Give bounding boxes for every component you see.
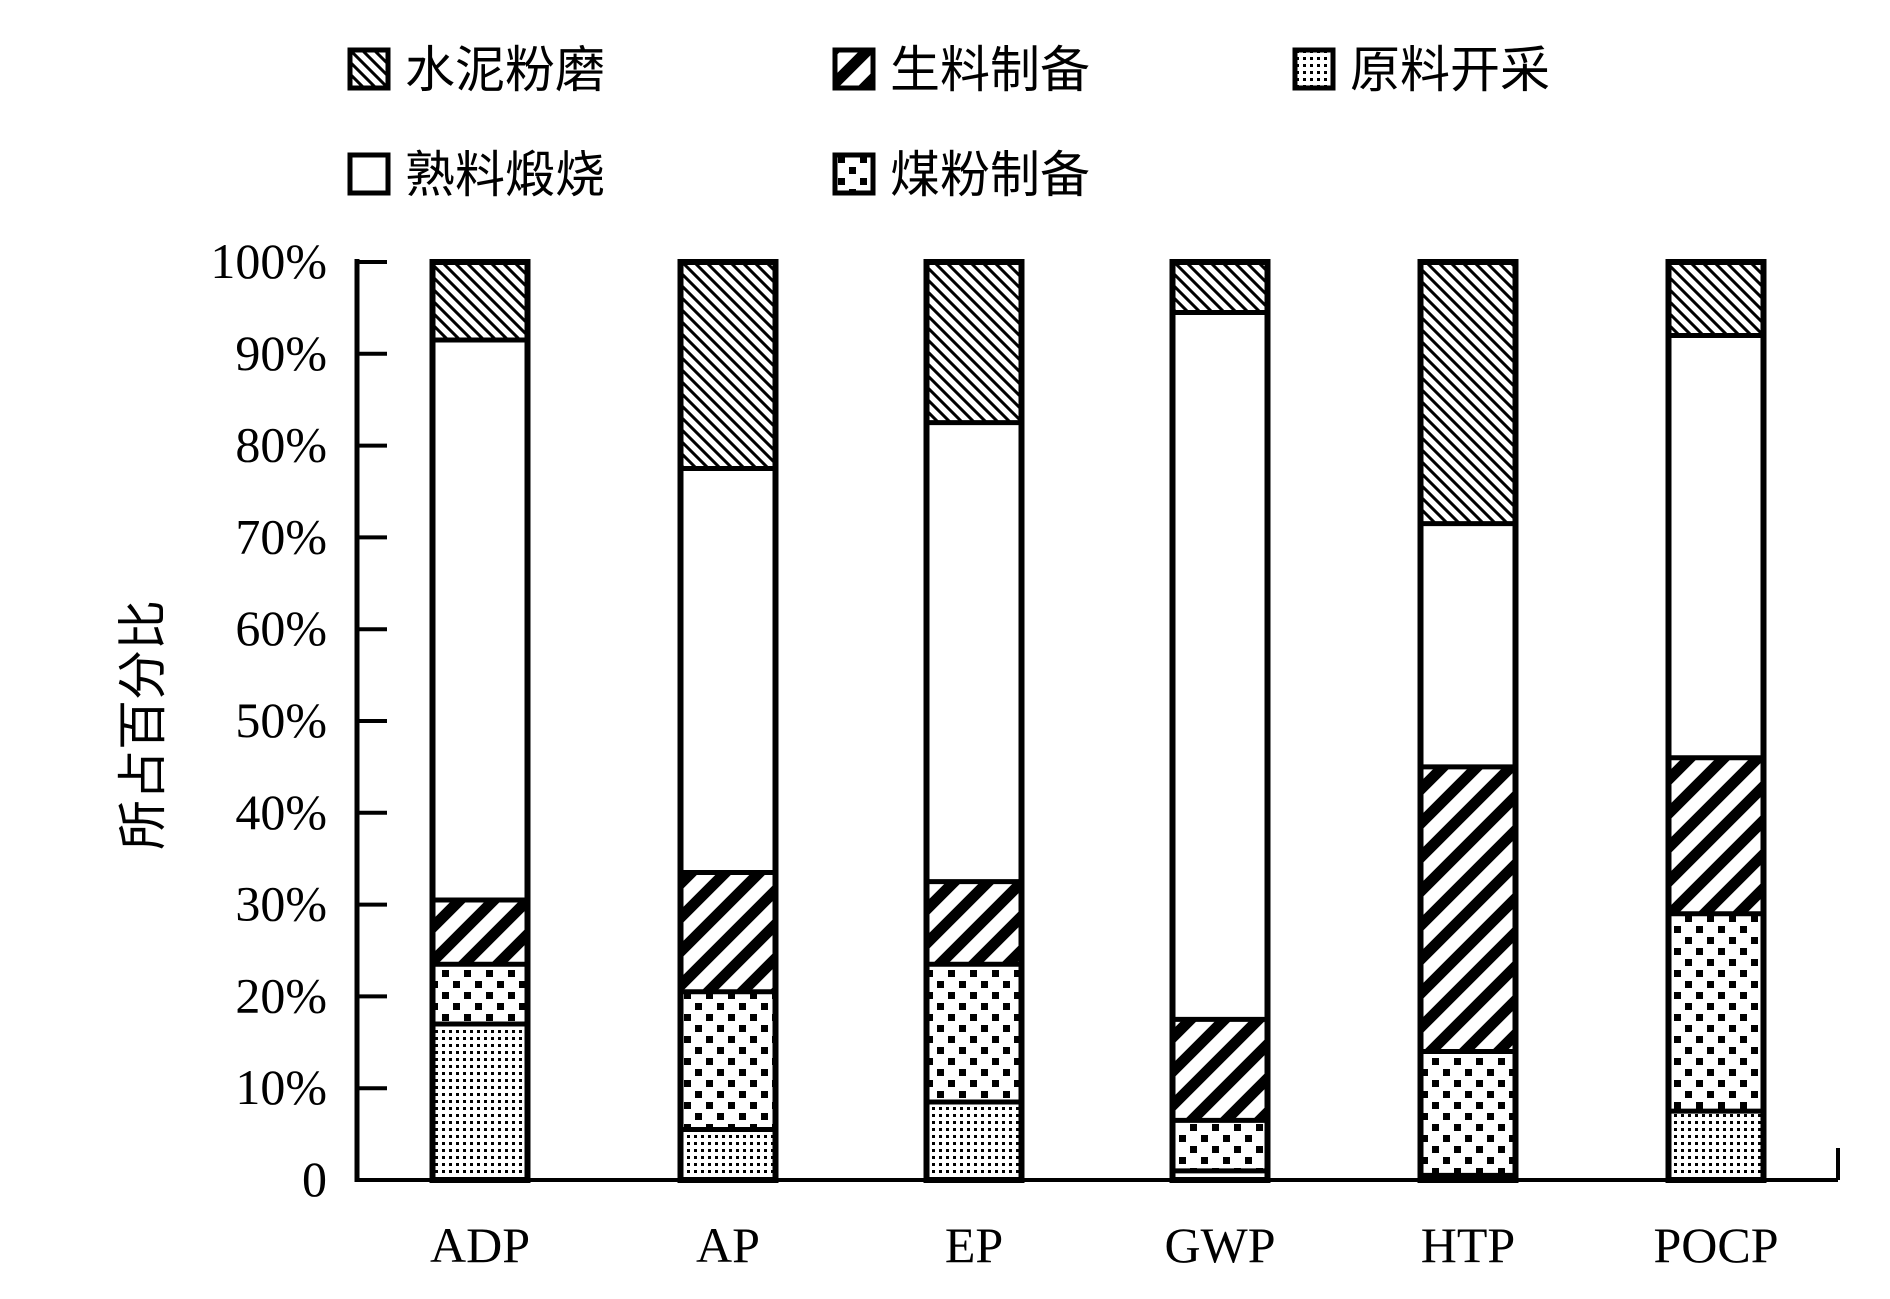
- x-ticks: ADP AP EP GWP HTP POCP: [430, 1217, 1779, 1273]
- bar-segment: [1420, 1051, 1516, 1176]
- bar-stack-ep: [923, 259, 1025, 1183]
- legend-swatch: [832, 47, 876, 91]
- bar-segment: [1172, 1019, 1268, 1121]
- bar-segment: [1668, 913, 1764, 1112]
- legend-swatch: [347, 152, 391, 196]
- bar-segment: [680, 991, 776, 1130]
- bar-segment: [680, 872, 776, 992]
- y-tick-label: 70%: [235, 508, 327, 564]
- bar-segment: [1668, 757, 1764, 914]
- legend-item: 水泥粉磨: [347, 41, 605, 99]
- bar-stack-gwp: [1169, 259, 1271, 1183]
- legend-item: 原料开采: [1292, 41, 1550, 99]
- bar-segment: [926, 422, 1022, 882]
- bar-segment: [680, 262, 776, 469]
- bar-segment: [432, 964, 528, 1024]
- bar-segment: [432, 262, 528, 341]
- legend-item: 煤粉制备: [832, 146, 1090, 204]
- legend-label: 煤粉制备: [890, 146, 1090, 204]
- y-tick-label: 60%: [235, 600, 327, 656]
- bar-segment: [1668, 335, 1764, 758]
- bar-segment: [1420, 766, 1516, 1052]
- bar-segment: [680, 468, 776, 873]
- legend-swatch: [832, 152, 876, 196]
- bar-stack-ap: [677, 259, 779, 1183]
- bar-segment: [432, 900, 528, 965]
- y-tick-label: 80%: [235, 417, 327, 473]
- bar-segment: [432, 340, 528, 901]
- legend-item: 熟料煅烧: [347, 146, 605, 204]
- x-tick-label: EP: [945, 1217, 1003, 1273]
- y-tick-label: 100%: [210, 233, 327, 289]
- bar-stack-htp: [1417, 259, 1519, 1183]
- y-tick-label: 50%: [235, 692, 327, 748]
- legend-swatch: [347, 47, 391, 91]
- bar-segment: [432, 1023, 528, 1180]
- legend-label: 水泥粉磨: [405, 41, 605, 99]
- x-tick-label: HTP: [1421, 1217, 1515, 1273]
- bar-segment: [926, 262, 1022, 423]
- legend-item: 生料制备: [832, 41, 1090, 99]
- y-tick-label: 90%: [235, 325, 327, 381]
- bar-segment: [926, 1101, 1022, 1180]
- x-tick-label: GWP: [1164, 1217, 1275, 1273]
- bar-segment: [1420, 523, 1516, 767]
- legend-swatch: [1292, 47, 1336, 91]
- bar-segment: [1420, 262, 1516, 524]
- bar-stack-adp: [429, 259, 531, 1183]
- y-axis-title: 所占百分比: [114, 600, 172, 850]
- bar-segment: [1668, 262, 1764, 336]
- y-tick-label: 20%: [235, 967, 327, 1023]
- bar-stack-pocp: [1665, 259, 1767, 1183]
- y-ticks: 0 10% 20% 30% 40% 50% 60% 70% 80% 90% 100%: [210, 233, 387, 1207]
- bar-segment: [680, 1129, 776, 1180]
- bar-segment: [1668, 1111, 1764, 1180]
- bar-segment: [1172, 262, 1268, 313]
- bar-segment: [926, 881, 1022, 965]
- y-tick-label: 30%: [235, 876, 327, 932]
- x-tick-label: ADP: [430, 1217, 530, 1273]
- bar-segment: [1172, 1170, 1268, 1180]
- bars: [429, 259, 1767, 1183]
- y-axis-label: 所占百分比: [114, 600, 172, 850]
- y-tick-label: 40%: [235, 784, 327, 840]
- bar-segment: [1172, 1120, 1268, 1171]
- legend-label: 生料制备: [890, 41, 1090, 99]
- x-tick-label: POCP: [1653, 1217, 1778, 1273]
- legend-label: 原料开采: [1350, 41, 1550, 99]
- y-tick-label: 10%: [235, 1059, 327, 1115]
- legend-label: 熟料煅烧: [405, 146, 605, 204]
- y-tick-label: 0: [302, 1151, 327, 1207]
- x-tick-label: AP: [696, 1217, 760, 1273]
- axes: [354, 259, 1840, 1182]
- bar-segment: [1172, 312, 1268, 1020]
- bar-segment: [926, 964, 1022, 1102]
